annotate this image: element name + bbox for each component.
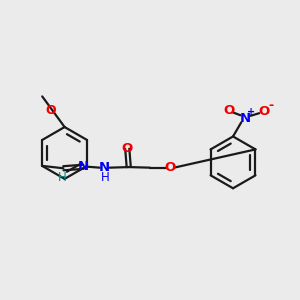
Text: -: -	[268, 99, 274, 112]
Text: N: N	[240, 112, 251, 125]
Text: N: N	[99, 161, 110, 174]
Text: H: H	[58, 172, 66, 184]
Text: N: N	[78, 160, 89, 173]
Text: +: +	[247, 107, 255, 117]
Text: O: O	[164, 161, 175, 174]
Text: H: H	[101, 171, 110, 184]
Text: O: O	[46, 104, 56, 117]
Text: O: O	[224, 104, 235, 117]
Text: O: O	[122, 142, 133, 155]
Text: O: O	[258, 105, 269, 118]
